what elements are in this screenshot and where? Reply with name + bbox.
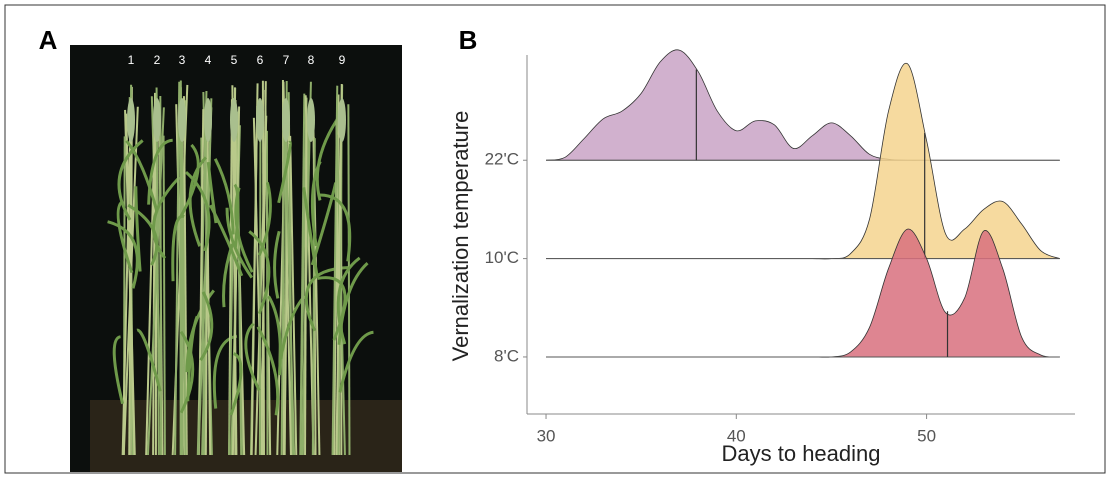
- spike: [127, 98, 135, 142]
- y-tick-label: 22'C: [485, 150, 519, 169]
- spike: [178, 98, 186, 142]
- plant-label: 4: [205, 53, 212, 67]
- plant-label: 3: [179, 53, 186, 67]
- stem: [260, 112, 261, 455]
- stem: [164, 136, 165, 455]
- spike: [256, 98, 264, 142]
- y-axis-title: Vernalization temperature: [448, 111, 473, 362]
- plant-label: 1: [128, 53, 135, 67]
- spike: [282, 98, 290, 142]
- panel-label: A: [39, 25, 58, 55]
- plant-label: 8: [308, 53, 315, 67]
- panel-label: B: [459, 25, 478, 55]
- plant-label: 9: [339, 53, 346, 67]
- plant-label: 2: [154, 53, 161, 67]
- x-tick-label: 30: [537, 426, 556, 445]
- spike: [153, 98, 161, 142]
- y-tick-label: 10'C: [485, 248, 519, 267]
- x-tick-label: 40: [727, 426, 746, 445]
- spike: [338, 98, 346, 142]
- soil: [90, 400, 402, 472]
- stem: [305, 120, 306, 455]
- spike: [230, 98, 238, 142]
- x-tick-label: 50: [917, 426, 936, 445]
- spike: [307, 98, 315, 142]
- plant-label: 7: [283, 53, 290, 67]
- stem: [263, 81, 264, 455]
- plant-label: 6: [257, 53, 264, 67]
- plant-photo: [70, 45, 402, 472]
- plant-label: 5: [231, 53, 238, 67]
- stem: [348, 104, 349, 455]
- spike: [204, 98, 212, 142]
- y-tick-label: 8'C: [494, 346, 519, 365]
